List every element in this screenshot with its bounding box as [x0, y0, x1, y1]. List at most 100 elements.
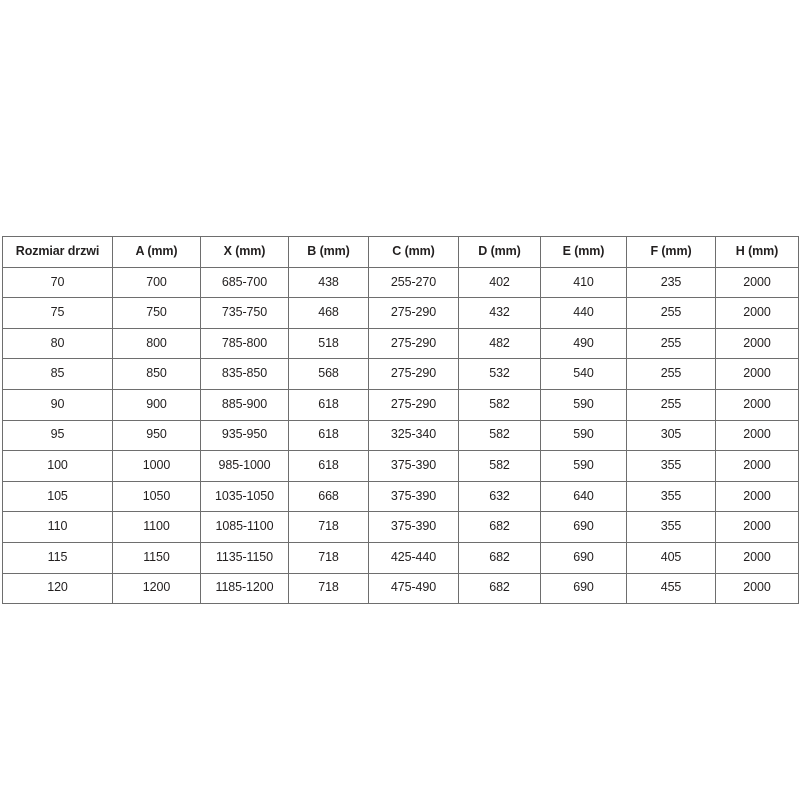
cell-r2-c6: 490: [540, 327, 627, 360]
cell-r2-c3: 518: [288, 327, 369, 360]
cell-r8-c0: 110: [2, 511, 113, 543]
cell-r9-c1: 1150: [112, 541, 201, 574]
cell-r0-c8: 2000: [715, 266, 799, 299]
cell-r4-c1: 900: [112, 388, 201, 421]
cell-r5-c6: 590: [540, 419, 627, 452]
cell-r7-c5: 632: [458, 480, 541, 513]
cell-r9-c5: 682: [458, 541, 541, 574]
cell-r2-c5: 482: [458, 327, 541, 360]
column-header-5: D (mm): [458, 236, 541, 268]
cell-r6-c3: 618: [288, 450, 369, 482]
column-header-6: E (mm): [540, 236, 627, 268]
cell-r2-c1: 800: [112, 327, 201, 360]
column-header-8: H (mm): [715, 236, 799, 268]
cell-r8-c5: 682: [458, 511, 541, 543]
cell-r4-c5: 582: [458, 388, 541, 421]
cell-r3-c8: 2000: [715, 358, 799, 390]
cell-r1-c7: 255: [626, 297, 716, 329]
cell-r2-c7: 255: [626, 327, 716, 360]
cell-r7-c7: 355: [626, 480, 716, 513]
column-header-2: X (mm): [200, 236, 289, 268]
cell-r0-c1: 700: [112, 266, 201, 299]
cell-r3-c0: 85: [2, 358, 113, 390]
table-row: 90 900 885-900 618 275-290 582 590 255 2000: [2, 388, 799, 421]
cell-r2-c8: 2000: [715, 327, 799, 360]
cell-r4-c2: 885-900: [200, 388, 289, 421]
table-header-row: Rozmiar drzwi A (mm) X (mm) B (mm) C (mm) D (…: [2, 236, 799, 268]
table-row: 70 700 685-700 438 255-270 402 410 235 2000: [2, 266, 799, 299]
table-row: 110 1100 1085-1100 718 375-390 682 690 355 2000: [2, 511, 799, 543]
cell-r3-c2: 835-850: [200, 358, 289, 390]
cell-r10-c4: 475-490: [368, 572, 459, 605]
cell-r9-c0: 115: [2, 541, 113, 574]
cell-r3-c6: 540: [540, 358, 627, 390]
cell-r4-c8: 2000: [715, 388, 799, 421]
cell-r9-c3: 718: [288, 541, 369, 574]
cell-r5-c7: 305: [626, 419, 716, 452]
cell-r4-c0: 90: [2, 388, 113, 421]
cell-r0-c7: 235: [626, 266, 716, 299]
spec-table-container: Rozmiar drzwi A (mm) X (mm) B (mm) C (mm) D (…: [2, 236, 799, 605]
cell-r10-c7: 455: [626, 572, 716, 605]
cell-r8-c7: 355: [626, 511, 716, 543]
cell-r1-c0: 75: [2, 297, 113, 329]
cell-r7-c0: 105: [2, 480, 113, 513]
cell-r10-c8: 2000: [715, 572, 799, 605]
cell-r5-c4: 325-340: [368, 419, 459, 452]
cell-r7-c2: 1035-1050: [200, 480, 289, 513]
cell-r5-c1: 950: [112, 419, 201, 452]
cell-r3-c3: 568: [288, 358, 369, 390]
cell-r9-c8: 2000: [715, 541, 799, 574]
table-row: 115 1150 1135-1150 718 425-440 682 690 405 2000: [2, 541, 799, 574]
cell-r4-c7: 255: [626, 388, 716, 421]
cell-r3-c1: 850: [112, 358, 201, 390]
cell-r4-c6: 590: [540, 388, 627, 421]
cell-r10-c5: 682: [458, 572, 541, 605]
cell-r4-c3: 618: [288, 388, 369, 421]
cell-r0-c6: 410: [540, 266, 627, 299]
cell-r8-c4: 375-390: [368, 511, 459, 543]
cell-r6-c0: 100: [2, 450, 113, 482]
cell-r2-c2: 785-800: [200, 327, 289, 360]
table-row: 105 1050 1035-1050 668 375-390 632 640 355 2000: [2, 480, 799, 513]
cell-r8-c3: 718: [288, 511, 369, 543]
cell-r9-c4: 425-440: [368, 541, 459, 574]
cell-r1-c2: 735-750: [200, 297, 289, 329]
table-row: 75 750 735-750 468 275-290 432 440 255 2000: [2, 297, 799, 329]
cell-r7-c8: 2000: [715, 480, 799, 513]
cell-r1-c5: 432: [458, 297, 541, 329]
cell-r10-c3: 718: [288, 572, 369, 605]
cell-r1-c3: 468: [288, 297, 369, 329]
table-row: 80 800 785-800 518 275-290 482 490 255 2000: [2, 327, 799, 360]
cell-r9-c2: 1135-1150: [200, 541, 289, 574]
cell-r10-c6: 690: [540, 572, 627, 605]
table-body: 70 700 685-700 438 255-270 402 410 235 2000 75 750…: [2, 266, 799, 605]
cell-r6-c2: 985-1000: [200, 450, 289, 482]
door-size-specification-table: Rozmiar drzwi A (mm) X (mm) B (mm) C (mm) D (…: [2, 236, 799, 605]
cell-r8-c1: 1100: [112, 511, 201, 543]
table-header: Rozmiar drzwi A (mm) X (mm) B (mm) C (mm) D (…: [2, 236, 799, 268]
cell-r7-c4: 375-390: [368, 480, 459, 513]
cell-r7-c3: 668: [288, 480, 369, 513]
cell-r3-c7: 255: [626, 358, 716, 390]
cell-r0-c3: 438: [288, 266, 369, 299]
cell-r8-c8: 2000: [715, 511, 799, 543]
cell-r10-c2: 1185-1200: [200, 572, 289, 605]
cell-r1-c8: 2000: [715, 297, 799, 329]
column-header-3: B (mm): [288, 236, 369, 268]
cell-r1-c4: 275-290: [368, 297, 459, 329]
cell-r6-c7: 355: [626, 450, 716, 482]
table-row: 95 950 935-950 618 325-340 582 590 305 2000: [2, 419, 799, 452]
cell-r0-c5: 402: [458, 266, 541, 299]
column-header-1: A (mm): [112, 236, 201, 268]
cell-r6-c8: 2000: [715, 450, 799, 482]
cell-r1-c6: 440: [540, 297, 627, 329]
cell-r0-c4: 255-270: [368, 266, 459, 299]
cell-r1-c1: 750: [112, 297, 201, 329]
column-header-7: F (mm): [626, 236, 716, 268]
table-row: 120 1200 1185-1200 718 475-490 682 690 455 2000: [2, 572, 799, 605]
table-row: 85 850 835-850 568 275-290 532 540 255 2000: [2, 358, 799, 390]
cell-r6-c1: 1000: [112, 450, 201, 482]
table-row: 100 1000 985-1000 618 375-390 582 590 355 2000: [2, 450, 799, 482]
